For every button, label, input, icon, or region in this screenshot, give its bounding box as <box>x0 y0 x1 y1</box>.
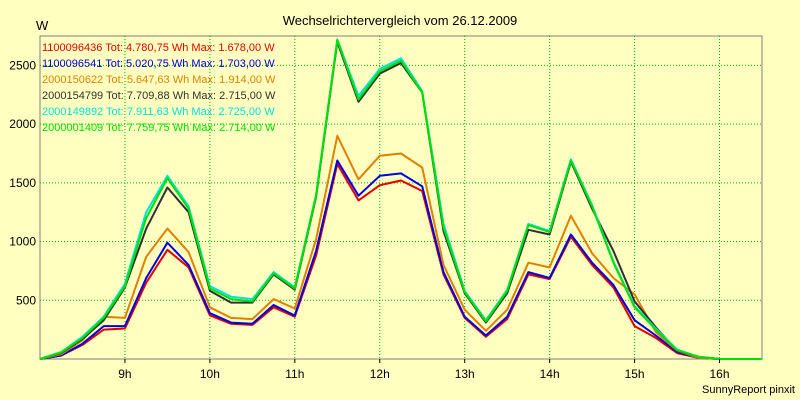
x-axis: 9h 10h 11h 12h 13h 14h 15h 16h <box>118 359 730 381</box>
grid <box>40 36 762 359</box>
legend-entry: 1100096436 Tot: 4.780,75 Wh Max: 1.678,0… <box>42 42 275 54</box>
y-tick-label: 2000 <box>9 117 36 131</box>
footer-credit: SunnyReport pinxit <box>702 384 795 396</box>
y-tick-label: 1000 <box>9 235 36 249</box>
x-tick-label: 13h <box>455 367 475 381</box>
y-tick-label: 500 <box>16 293 36 307</box>
series-line-2 <box>39 159 762 360</box>
x-tick-label: 15h <box>625 367 645 381</box>
y-axis-label: W <box>36 18 49 33</box>
chart-title: Wechselrichtervergleich vom 26.12.2009 <box>283 13 518 28</box>
series-group <box>39 38 762 360</box>
x-tick-label: 12h <box>370 367 390 381</box>
x-tick-label: 11h <box>285 367 304 381</box>
y-tick-label: 2500 <box>9 58 36 72</box>
series-line-3 <box>39 134 762 360</box>
legend: 1100096436 Tot: 4.780,75 Wh Max: 1.678,0… <box>42 42 276 134</box>
x-tick-label: 16h <box>710 367 730 381</box>
y-axis: 500 1000 1500 2000 2500 <box>9 58 36 307</box>
legend-entry: 2000150622 Tot: 5.647,63 Wh Max: 1.914,0… <box>42 74 276 86</box>
x-tick-label: 14h <box>540 367 560 381</box>
x-tick-label: 9h <box>118 367 131 381</box>
legend-entry: 1100096541 Tot: 5.020,75 Wh Max: 1.703,0… <box>42 58 275 70</box>
legend-entry: 2000001409 Tot: 7.759,75 Wh Max: 2.714,0… <box>42 122 276 134</box>
legend-entry: 2000154799 Tot: 7.709,88 Wh Max: 2.715,0… <box>42 90 276 102</box>
series-line-4 <box>39 40 762 360</box>
legend-entry: 2000149892 Tot: 7.911,63 Wh Max: 2.725,0… <box>42 106 275 118</box>
x-tick-label: 10h <box>200 367 220 381</box>
y-tick-label: 1500 <box>9 176 36 190</box>
series-line-1 <box>39 163 762 360</box>
series-line-6 <box>39 39 762 360</box>
